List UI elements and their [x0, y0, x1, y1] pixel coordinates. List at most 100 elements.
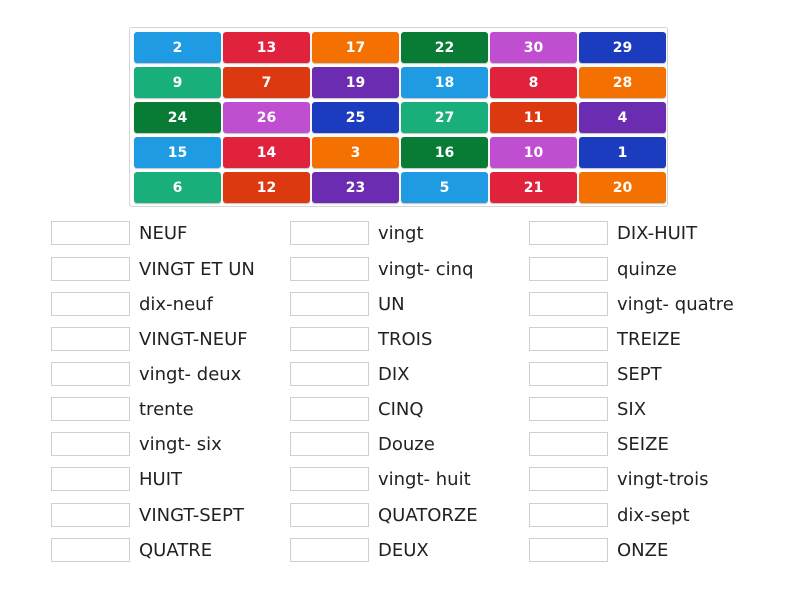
number-tile[interactable]: 8	[490, 67, 577, 98]
answer-row: quinze	[529, 256, 677, 282]
word-label: UN	[378, 293, 405, 315]
number-tile[interactable]: 20	[579, 172, 666, 203]
word-label: DIX-HUIT	[617, 222, 698, 244]
number-tile[interactable]: 13	[223, 32, 310, 63]
word-label: vingt- cinq	[378, 258, 474, 280]
word-label: vingt- six	[139, 433, 222, 455]
answer-row: Douze	[290, 431, 435, 457]
drop-slot[interactable]	[51, 503, 130, 527]
drop-slot[interactable]	[529, 327, 608, 351]
word-label: trente	[139, 398, 194, 420]
word-label: dix-neuf	[139, 293, 213, 315]
number-tile[interactable]: 12	[223, 172, 310, 203]
number-tile[interactable]: 4	[579, 102, 666, 133]
number-tile[interactable]: 17	[312, 32, 399, 63]
drop-slot[interactable]	[51, 292, 130, 316]
number-tile[interactable]: 28	[579, 67, 666, 98]
word-label: quinze	[617, 258, 677, 280]
word-label: dix-sept	[617, 504, 690, 526]
drop-slot[interactable]	[529, 221, 608, 245]
answer-row: vingt- quatre	[529, 291, 734, 317]
answer-row: vingt- six	[51, 431, 222, 457]
word-label: vingt	[378, 222, 424, 244]
number-tile[interactable]: 23	[312, 172, 399, 203]
drop-slot[interactable]	[51, 362, 130, 386]
number-tile[interactable]: 16	[401, 137, 488, 168]
number-tile[interactable]: 2	[134, 32, 221, 63]
number-tile[interactable]: 5	[401, 172, 488, 203]
drop-slot[interactable]	[51, 327, 130, 351]
number-tile[interactable]: 18	[401, 67, 488, 98]
number-tile[interactable]: 19	[312, 67, 399, 98]
number-tile[interactable]: 24	[134, 102, 221, 133]
word-label: DIX	[378, 363, 410, 385]
answer-row: dix-sept	[529, 502, 690, 528]
number-tile[interactable]: 29	[579, 32, 666, 63]
drop-slot[interactable]	[529, 432, 608, 456]
word-label: vingt- huit	[378, 468, 471, 490]
drop-slot[interactable]	[290, 467, 369, 491]
drop-slot[interactable]	[290, 221, 369, 245]
word-label: CINQ	[378, 398, 424, 420]
drop-slot[interactable]	[290, 362, 369, 386]
number-tile[interactable]: 25	[312, 102, 399, 133]
number-tile[interactable]: 22	[401, 32, 488, 63]
word-label: vingt- deux	[139, 363, 242, 385]
word-label: SEPT	[617, 363, 662, 385]
number-tile[interactable]: 1	[579, 137, 666, 168]
drop-slot[interactable]	[529, 397, 608, 421]
drop-slot[interactable]	[51, 397, 130, 421]
drop-slot[interactable]	[51, 467, 130, 491]
number-tile[interactable]: 11	[490, 102, 577, 133]
number-tile[interactable]: 21	[490, 172, 577, 203]
drop-slot[interactable]	[529, 257, 608, 281]
drop-slot[interactable]	[290, 538, 369, 562]
number-tile[interactable]: 14	[223, 137, 310, 168]
word-label: DEUX	[378, 539, 429, 561]
drop-slot[interactable]	[529, 538, 608, 562]
answer-row: QUATRE	[51, 537, 212, 563]
word-label: SEIZE	[617, 433, 669, 455]
drop-slot[interactable]	[51, 538, 130, 562]
number-tile[interactable]: 10	[490, 137, 577, 168]
drop-slot[interactable]	[529, 292, 608, 316]
drop-slot[interactable]	[529, 362, 608, 386]
answer-row: TREIZE	[529, 326, 681, 352]
answer-row: vingt- deux	[51, 361, 241, 387]
drop-slot[interactable]	[290, 432, 369, 456]
answer-row: DEUX	[290, 537, 429, 563]
drop-slot[interactable]	[51, 257, 130, 281]
number-tiles-grid: 2 13 17 22 30 29 9 7 19 18 8 28 24 26 25 27 11 4 15 14 3 16 10…	[129, 27, 668, 207]
drop-slot[interactable]	[51, 221, 130, 245]
word-label: VINGT-NEUF	[139, 328, 248, 350]
drop-slot[interactable]	[290, 503, 369, 527]
number-tile[interactable]: 7	[223, 67, 310, 98]
answer-row: SIX	[529, 396, 646, 422]
answer-row: VINGT-SEPT	[51, 502, 244, 528]
word-label: TREIZE	[617, 328, 681, 350]
drop-slot[interactable]	[529, 503, 608, 527]
word-label: HUIT	[139, 468, 183, 490]
drop-slot[interactable]	[51, 432, 130, 456]
answer-row: NEUF	[51, 220, 187, 246]
answer-row: dix-neuf	[51, 291, 213, 317]
number-tile[interactable]: 26	[223, 102, 310, 133]
answer-row: ONZE	[529, 537, 668, 563]
drop-slot[interactable]	[290, 327, 369, 351]
drop-slot[interactable]	[290, 257, 369, 281]
word-label: QUATRE	[139, 539, 213, 561]
number-tile[interactable]: 6	[134, 172, 221, 203]
drop-slot[interactable]	[529, 467, 608, 491]
number-tile[interactable]: 3	[312, 137, 399, 168]
drop-slot[interactable]	[290, 292, 369, 316]
answer-row: trente	[51, 396, 194, 422]
word-label: VINGT-SEPT	[139, 504, 244, 526]
number-tile[interactable]: 27	[401, 102, 488, 133]
number-tile[interactable]: 15	[134, 137, 221, 168]
number-tile[interactable]: 30	[490, 32, 577, 63]
answer-row: vingt	[290, 220, 424, 246]
drop-slot[interactable]	[290, 397, 369, 421]
number-tile[interactable]: 9	[134, 67, 221, 98]
answer-row: DIX-HUIT	[529, 220, 697, 246]
word-label: VINGT ET UN	[139, 258, 255, 280]
